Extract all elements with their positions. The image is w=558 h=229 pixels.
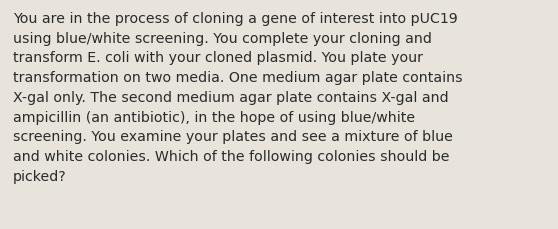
Text: You are in the process of cloning a gene of interest into pUC19
using blue/white: You are in the process of cloning a gene…: [13, 12, 463, 183]
